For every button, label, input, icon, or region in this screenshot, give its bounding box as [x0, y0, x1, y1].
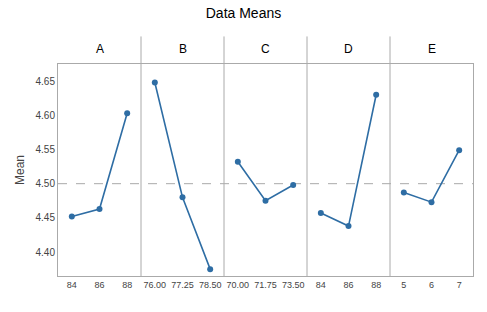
svg-text:C: C: [261, 42, 270, 56]
svg-text:88: 88: [122, 280, 132, 290]
svg-text:86: 86: [343, 280, 353, 290]
svg-text:4.65: 4.65: [36, 76, 56, 87]
svg-text:7: 7: [457, 280, 462, 290]
svg-text:4.60: 4.60: [36, 110, 56, 121]
svg-text:Data Means: Data Means: [206, 5, 281, 21]
svg-text:76.00: 76.00: [144, 280, 167, 290]
svg-text:86: 86: [94, 280, 104, 290]
svg-text:E: E: [428, 42, 436, 56]
svg-text:88: 88: [371, 280, 381, 290]
svg-text:84: 84: [316, 280, 326, 290]
svg-text:5: 5: [401, 280, 406, 290]
svg-text:4.50: 4.50: [36, 178, 56, 189]
svg-text:B: B: [179, 42, 187, 56]
svg-text:4.40: 4.40: [36, 247, 56, 258]
svg-text:D: D: [344, 42, 353, 56]
svg-text:Mean: Mean: [13, 155, 27, 185]
svg-text:A: A: [96, 42, 104, 56]
svg-text:78.50: 78.50: [199, 280, 222, 290]
svg-text:71.75: 71.75: [254, 280, 277, 290]
svg-text:84: 84: [67, 280, 77, 290]
svg-text:77.25: 77.25: [171, 280, 194, 290]
svg-text:4.45: 4.45: [36, 212, 56, 223]
svg-text:6: 6: [429, 280, 434, 290]
svg-text:70.00: 70.00: [227, 280, 250, 290]
svg-text:4.55: 4.55: [36, 144, 56, 155]
svg-text:73.50: 73.50: [282, 280, 305, 290]
